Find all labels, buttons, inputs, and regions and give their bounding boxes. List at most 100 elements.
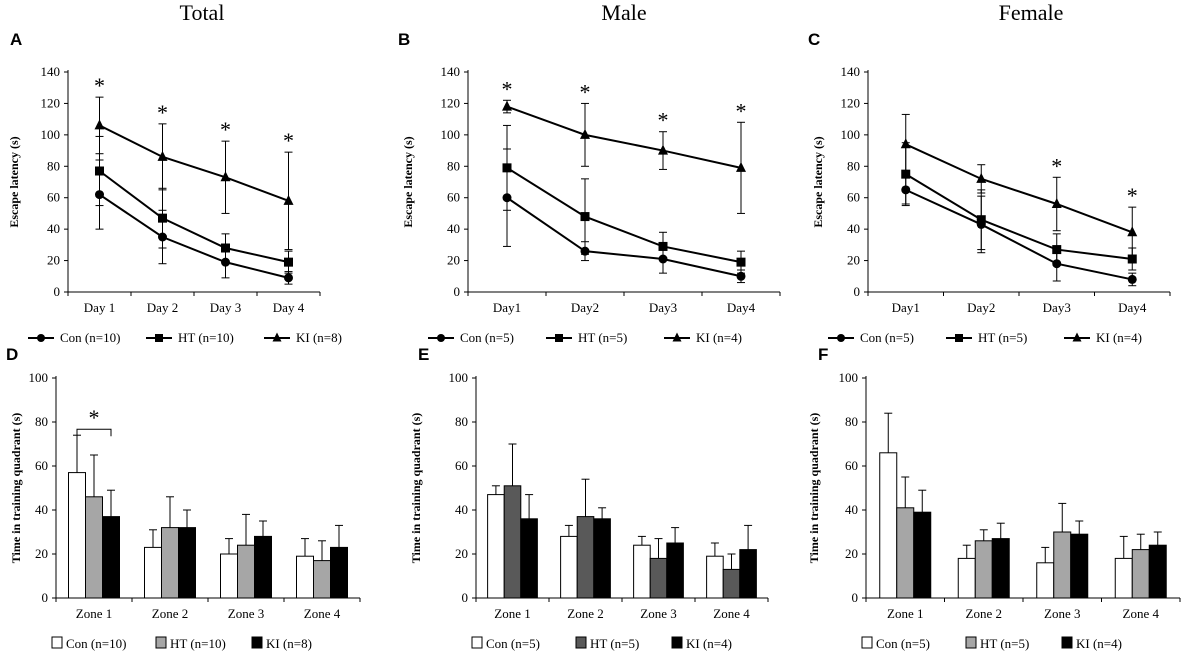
legend-swatch	[671, 636, 683, 649]
panel-c: C Escape latency (s) 0 20 40 60 80 100 120 140 Day…	[808, 30, 1171, 345]
y-axis-label: Escape latency (s)	[401, 136, 415, 227]
significance-star: *	[220, 117, 231, 142]
x-tick-label: Zone 3	[1044, 606, 1080, 621]
legend-label: KI (n=8)	[296, 330, 342, 345]
panel-b: B Escape latency (s) 0 20 40 60 80 100 120 140 Day…	[398, 30, 781, 345]
series-line-2	[506, 105, 742, 169]
series-line-2	[905, 143, 1133, 234]
y-tick-label: 100	[841, 127, 861, 142]
y-tick-label: 100	[41, 127, 61, 142]
y-tick-label: 100	[441, 127, 461, 142]
series-line-0	[98, 193, 289, 279]
bar	[649, 557, 668, 599]
y-tick-label: 80	[35, 414, 48, 429]
column-title-female: Female	[999, 0, 1064, 25]
x-tick-label: Day 1	[84, 300, 115, 315]
legend-label: Con (n=5)	[860, 330, 914, 345]
legend-label: HT (n=5)	[978, 330, 1027, 345]
significance-star: *	[502, 76, 513, 101]
bar	[896, 507, 915, 599]
x-tick-label: Zone 2	[966, 606, 1002, 621]
bar	[739, 549, 757, 599]
legend-marker-square	[155, 334, 163, 342]
bar	[1148, 544, 1167, 599]
panel-letter: C	[808, 30, 820, 49]
x-tick-label: Day 4	[273, 300, 305, 315]
bar	[220, 553, 238, 599]
y-tick-label: 20	[845, 546, 858, 561]
x-tick-label: Zone 3	[228, 606, 264, 621]
series-line-1	[905, 173, 1133, 260]
data-point-triangle	[157, 150, 168, 161]
y-tick-label: 100	[449, 370, 469, 385]
y-tick-label: 60	[845, 458, 858, 473]
legend-label: Con (n=5)	[486, 636, 540, 651]
data-point-circle	[580, 246, 590, 256]
y-tick-label: 60	[47, 190, 60, 205]
bar	[879, 452, 898, 599]
bar	[593, 518, 611, 599]
legend-swatch	[575, 636, 587, 649]
y-tick-label: 40	[47, 221, 60, 236]
bar	[560, 535, 578, 599]
y-tick-label: 80	[847, 158, 860, 173]
series-line-2	[99, 124, 289, 202]
data-point-square	[221, 243, 230, 253]
legend-label: HT (n=5)	[980, 636, 1029, 651]
x-tick-label: Zone 2	[567, 606, 603, 621]
legend-marker-triangle	[272, 332, 282, 342]
series-line-0	[905, 188, 1133, 281]
legend-marker-circle	[437, 334, 445, 342]
y-tick-label: 60	[847, 190, 860, 205]
data-point-triangle	[1127, 226, 1138, 237]
bar	[974, 540, 993, 599]
legend-label: Con (n=5)	[460, 330, 514, 345]
bar	[991, 538, 1010, 599]
panel-e: E Time in training quadrant (s) 0 20 40 60 80 1…	[409, 345, 769, 651]
significance-star: *	[1127, 183, 1138, 208]
x-tick-label: Day4	[727, 300, 756, 315]
legend-label: HT (n=5)	[578, 330, 627, 345]
x-tick-label: Zone 1	[887, 606, 923, 621]
bar	[913, 511, 932, 599]
panel-d: D Time in training quadrant (s) 0 20 40 60 80 1…	[6, 345, 361, 651]
significance-star: *	[736, 98, 747, 123]
x-tick-label: Zone 4	[304, 606, 341, 621]
legend-swatch	[251, 636, 263, 649]
y-axis-label: Escape latency (s)	[811, 136, 825, 227]
bar	[1114, 557, 1133, 599]
x-tick-label: Day1	[892, 300, 920, 315]
bar	[520, 518, 538, 599]
bar	[178, 527, 196, 599]
data-point-triangle	[220, 171, 231, 182]
y-tick-label: 40	[847, 221, 860, 236]
series-line-1	[506, 167, 742, 264]
significance-star: *	[94, 73, 105, 98]
y-tick-label: 40	[447, 221, 460, 236]
bar	[254, 535, 272, 599]
panel-letter: F	[818, 345, 828, 364]
legend-marker-square	[955, 334, 963, 342]
significance-star: *	[1051, 153, 1062, 178]
x-tick-label: Zone 1	[76, 606, 112, 621]
y-tick-label: 80	[845, 414, 858, 429]
y-tick-label: 40	[845, 502, 858, 517]
legend-marker-circle	[37, 334, 45, 342]
bar	[68, 472, 86, 599]
y-axis-label: Time in training quadrant (s)	[409, 413, 423, 563]
y-tick-label: 100	[29, 370, 49, 385]
column-title-total: Total	[180, 0, 225, 25]
legend-marker-square	[555, 334, 563, 342]
column-title-male: Male	[601, 0, 646, 25]
significance-star: *	[658, 108, 669, 133]
data-point-triangle	[1051, 198, 1062, 208]
bar	[666, 542, 684, 599]
bar	[706, 555, 724, 599]
bar	[1053, 531, 1072, 599]
legend-swatch	[861, 636, 873, 649]
data-point-circle	[284, 273, 293, 283]
y-tick-label: 20	[447, 253, 460, 268]
data-point-square	[502, 163, 512, 173]
y-tick-label: 60	[35, 458, 48, 473]
x-tick-label: Zone 3	[640, 606, 676, 621]
